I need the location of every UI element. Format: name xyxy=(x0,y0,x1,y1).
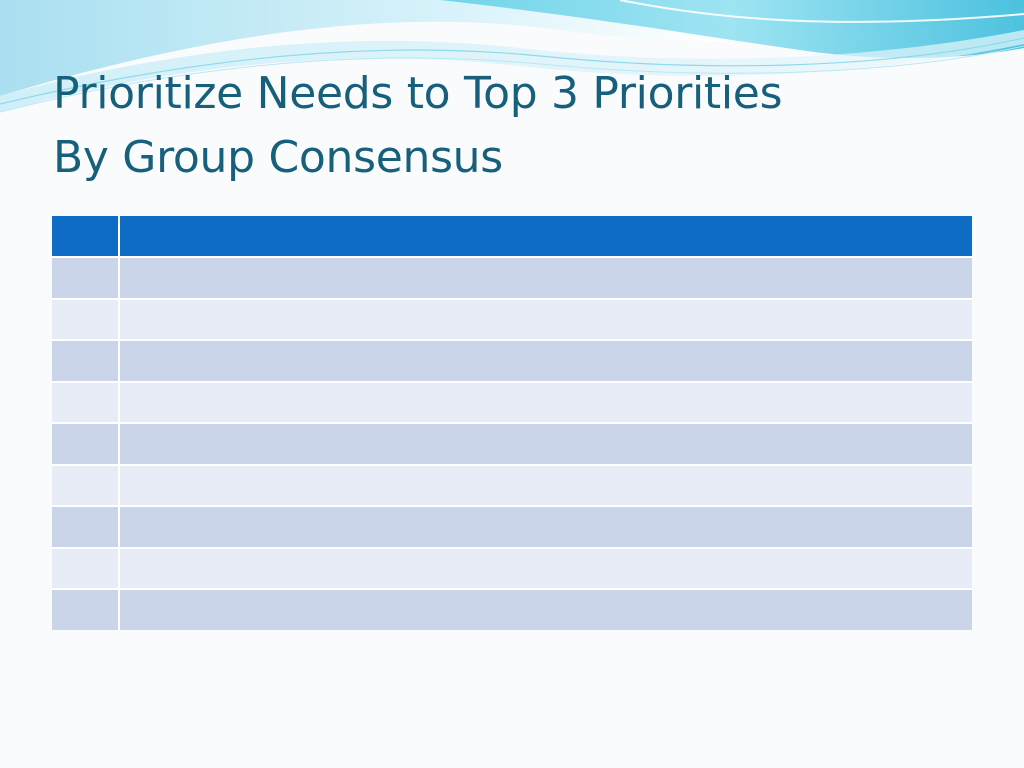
table-row xyxy=(52,547,972,590)
table-row xyxy=(52,257,972,300)
table-cell-priority xyxy=(119,547,972,590)
table-cell-number xyxy=(52,589,120,630)
table-cell-priority xyxy=(119,589,972,630)
table-cell-priority xyxy=(119,340,972,383)
table-cell-number xyxy=(52,298,120,341)
table-cell-number xyxy=(52,464,120,507)
table-cell-number xyxy=(52,381,120,424)
table-cell-number xyxy=(52,340,120,383)
decorative-wave-header xyxy=(0,0,1024,113)
table-row xyxy=(52,298,972,341)
table-row xyxy=(52,589,972,630)
table-cell-priority xyxy=(119,423,972,466)
wave-line xyxy=(0,37,1024,105)
table-row xyxy=(52,464,972,507)
table-cell-priority xyxy=(119,257,972,300)
table-cell-number xyxy=(52,506,120,549)
table-row xyxy=(52,340,972,383)
slide-title: Prioritize Needs to Top 3 Priorities By … xyxy=(53,62,993,190)
priority-table xyxy=(52,216,972,630)
wave-band-light xyxy=(0,30,1024,112)
table-cell-number xyxy=(52,257,120,300)
wave-band-accent xyxy=(440,0,1024,59)
table-cell-number xyxy=(52,423,120,466)
table-header-cell-priority xyxy=(119,216,972,258)
table-header-cell-number xyxy=(52,216,120,258)
table-cell-priority xyxy=(119,381,972,424)
table-cell-priority xyxy=(119,506,972,549)
wave-line xyxy=(619,0,1024,23)
table-cell-priority xyxy=(119,298,972,341)
table-cell-priority xyxy=(119,464,972,507)
slide-title-line-1: Prioritize Needs to Top 3 Priorities xyxy=(53,68,783,119)
table-row xyxy=(52,423,972,466)
table-header-row xyxy=(52,216,972,258)
table-cell-number xyxy=(52,547,120,590)
wave-line xyxy=(0,45,1024,113)
table-row xyxy=(52,506,972,549)
table-row xyxy=(52,381,972,424)
slide-title-line-2: By Group Consensus xyxy=(53,132,503,183)
